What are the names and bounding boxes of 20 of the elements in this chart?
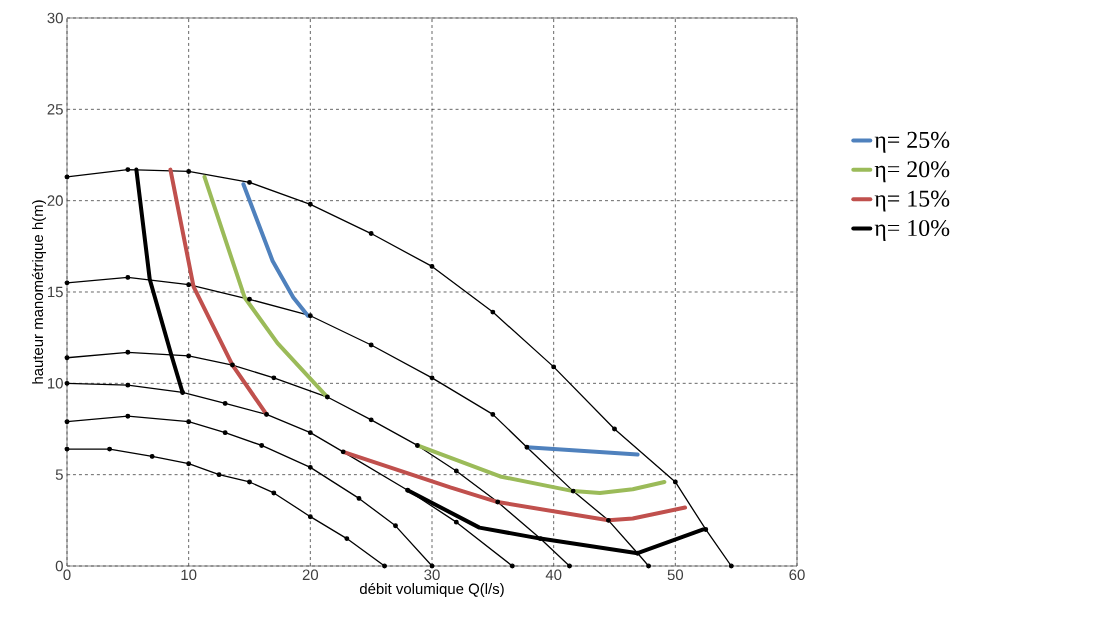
y-tick-label: 15 (48, 286, 63, 298)
x-tick-label: 40 (545, 569, 562, 581)
y-axis-title: hauteur manométrique h(m) (31, 200, 47, 384)
y-tick-label: 30 (47, 12, 63, 24)
y-tick-label: 25 (47, 104, 63, 115)
legend-label: η= 20% (874, 161, 950, 183)
x-tick-label: 20 (302, 569, 319, 581)
y-tick-label: 5 (55, 469, 63, 480)
x-axis-title: débit volumique Q(l/s) (359, 582, 504, 598)
legend-label: η= 10% (874, 219, 950, 241)
x-tick-label: 10 (181, 569, 197, 581)
x-tick-label: 50 (667, 569, 684, 581)
x-tick-label: 0 (63, 569, 71, 581)
x-tick-label: 60 (789, 569, 805, 581)
y-tick-label: 20 (47, 195, 63, 206)
y-tick-label: 10 (48, 378, 63, 389)
legend-label: η= 15% (874, 190, 950, 212)
y-tick-label: 0 (55, 560, 63, 572)
x-tick-label: 30 (424, 569, 440, 581)
legend-label: η= 25% (874, 131, 950, 153)
